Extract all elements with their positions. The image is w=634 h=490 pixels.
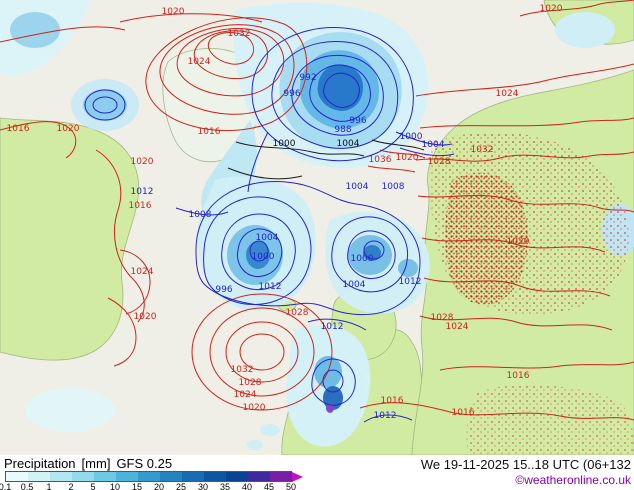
model-label: GFS 0.25: [116, 456, 173, 471]
map-area: 1020 1032 1024 992 996 1020 1024 1016 1020 1016 99…: [0, 0, 634, 456]
footer: Precipitation [mm] GFS 0.25 0.1 0.5 1 2 5 10 15 2…: [0, 455, 634, 490]
legend-tick: 45: [263, 482, 275, 490]
legend-swatch: [138, 471, 160, 482]
pressure-label: 1016: [129, 201, 152, 211]
pressure-label: 1012: [399, 277, 422, 287]
pressure-label: 1020: [396, 153, 419, 163]
legend-tick: 0.5: [20, 482, 34, 490]
pressure-label: 1020: [507, 237, 530, 247]
pressure-label: 1028: [431, 313, 454, 323]
legend-swatch: [5, 471, 28, 482]
title-row: Precipitation [mm] GFS 0.25: [4, 456, 178, 471]
precipitation-legend-bar: [5, 471, 303, 482]
pressure-label: 1016: [507, 371, 530, 381]
pressure-label: 1004: [337, 139, 360, 149]
legend-tick: 40: [241, 482, 253, 490]
pressure-label: 1016: [452, 408, 475, 418]
legend-tick: 1: [46, 482, 52, 490]
legend-tick: 15: [131, 482, 143, 490]
pressure-label: 1032: [471, 145, 494, 155]
legend-tick: 30: [197, 482, 209, 490]
map-title: Precipitation: [4, 456, 76, 471]
legend-swatch: [204, 471, 226, 482]
pressure-label: 1020: [134, 312, 157, 322]
pressure-label: 1004: [346, 182, 369, 192]
copyright: ©weatheronline.co.uk: [515, 473, 631, 487]
legend-tick: 20: [153, 482, 165, 490]
pressure-label: 1020: [162, 7, 185, 17]
pressure-label: 996: [349, 116, 366, 126]
legend-tick: 2: [68, 482, 74, 490]
legend-swatch: [160, 471, 182, 482]
legend-tick: 0.1: [0, 482, 12, 490]
pressure-label: 1016: [381, 396, 404, 406]
legend-tick: 50: [285, 482, 297, 490]
pressure-label: 1032: [231, 365, 254, 375]
isobar-red-layer: [0, 0, 634, 421]
map-units: [mm]: [81, 456, 111, 471]
pressure-label: 1020: [243, 403, 266, 413]
pressure-label: 1028: [239, 378, 262, 388]
legend-swatch: [182, 471, 204, 482]
pressure-label: 992: [299, 73, 316, 83]
pressure-label: 1032: [228, 29, 251, 39]
legend-swatch: [248, 471, 270, 482]
pressure-label: 1012: [259, 282, 282, 292]
pressure-label: 1000: [252, 252, 275, 262]
pressure-label: 1028: [428, 157, 451, 167]
pressure-label: 1024: [131, 267, 154, 277]
pressure-labels-layer: 1020 1032 1024 992 996 1020 1024 1016 1020 1016 99…: [7, 4, 563, 421]
pressure-label: 1024: [446, 322, 469, 332]
legend-swatch: [72, 471, 94, 482]
pressure-label: 1008: [189, 210, 212, 220]
pressure-label: 988: [334, 125, 351, 135]
pressure-label: 1020: [57, 124, 80, 134]
weather-map-svg: 1020 1032 1024 992 996 1020 1024 1016 1020 1016 99…: [0, 0, 634, 456]
pressure-label: 1000: [400, 132, 423, 142]
isobar-blue-layer: [84, 27, 455, 423]
pressure-label: 1004: [343, 280, 366, 290]
legend-swatch: [28, 471, 50, 482]
pressure-label: 1020: [131, 157, 154, 167]
pressure-label: 1020: [540, 4, 563, 14]
pressure-label: 1004: [256, 233, 279, 243]
legend-tick: 5: [90, 482, 96, 490]
pressure-label: 1004: [422, 140, 445, 150]
pressure-label: 1024: [496, 89, 519, 99]
pressure-label: 1028: [286, 308, 309, 318]
pressure-label: 1012: [131, 187, 154, 197]
pressure-label: 1000: [273, 139, 296, 149]
legend-swatch: [116, 471, 138, 482]
legend-tick: 35: [219, 482, 231, 490]
precipitation-legend-ticks: 0.1 0.5 1 2 5 10 15 20 25 30 35 40 45 50: [0, 482, 325, 490]
pressure-label: 1012: [374, 411, 397, 421]
pressure-label: 1016: [198, 127, 221, 137]
pressure-label: 1012: [321, 322, 344, 332]
legend-tick: 10: [109, 482, 121, 490]
legend-swatch: [50, 471, 72, 482]
pressure-label: 1008: [382, 182, 405, 192]
pressure-label: 1036: [369, 155, 392, 165]
legend-swatch: [94, 471, 116, 482]
legend-arrow-icon: [292, 471, 303, 482]
legend-swatch: [270, 471, 292, 482]
pressure-label: 1024: [188, 57, 211, 67]
isobar-black-layer: [227, 139, 425, 180]
pressure-label: 1024: [234, 390, 257, 400]
pressure-label: 996: [283, 89, 300, 99]
pressure-label: 996: [215, 285, 232, 295]
red-speckle-layer: [430, 132, 634, 455]
pressure-label: 1016: [7, 124, 30, 134]
legend-swatch: [226, 471, 248, 482]
legend-tick: 25: [175, 482, 187, 490]
pressure-label: 1000: [351, 254, 374, 264]
valid-datetime: We 19-11-2025 15..18 UTC (06+132: [420, 457, 631, 472]
